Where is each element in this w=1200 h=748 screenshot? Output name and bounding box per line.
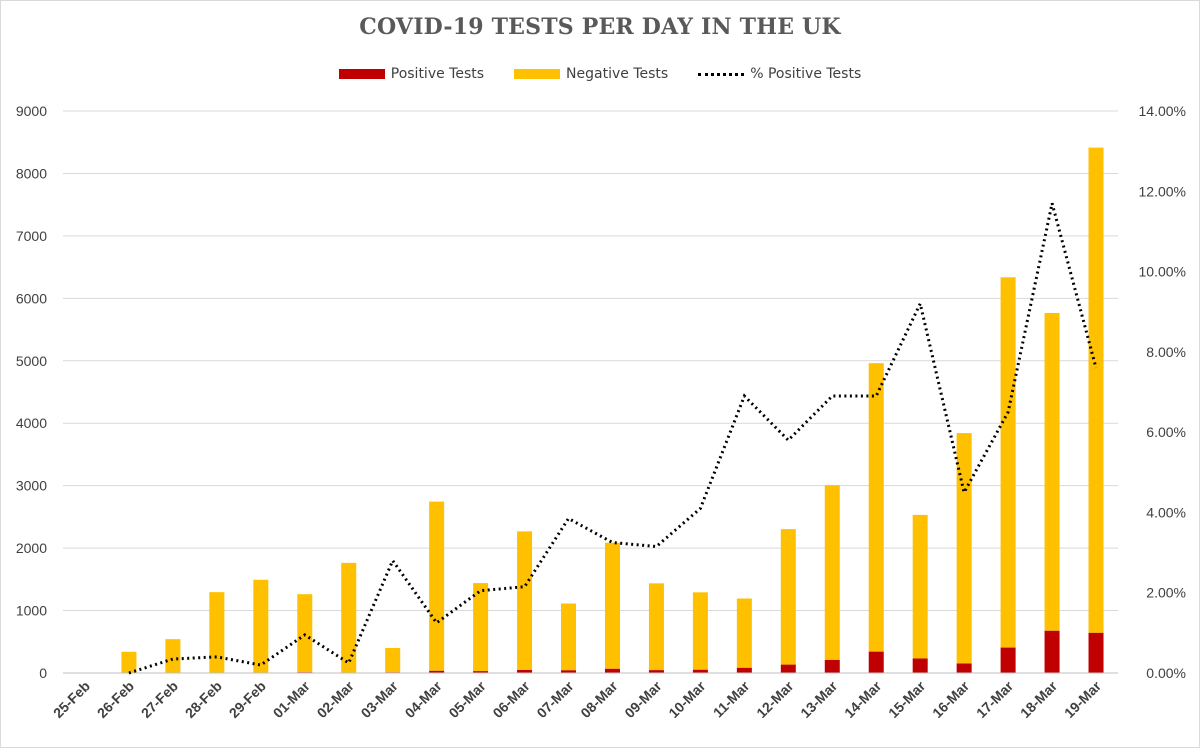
- y2-tick-label: 0.00%: [1146, 665, 1186, 681]
- legend-item-percent: % Positive Tests: [698, 66, 861, 82]
- bar-positive: [736, 667, 752, 673]
- bar-positive: [824, 660, 840, 673]
- bar-negative: [780, 529, 796, 665]
- legend-swatch-positive: [338, 69, 385, 79]
- bar-negative: [385, 647, 401, 673]
- legend-label-negative: Negative Tests: [566, 66, 669, 82]
- x-tick-label: 28-Feb: [182, 678, 225, 721]
- x-tick-label: 12-Mar: [753, 677, 797, 721]
- bar-negative: [209, 592, 225, 673]
- bar-negative: [912, 514, 928, 659]
- x-tick-label: 18-Mar: [1017, 677, 1061, 721]
- bar-positive: [473, 671, 489, 673]
- bar-negative: [253, 579, 269, 673]
- y2-tick-label: 14.00%: [1139, 103, 1186, 119]
- bar-negative: [1000, 277, 1016, 648]
- x-tick-label: 11-Mar: [710, 677, 753, 720]
- x-tick-label: 10-Mar: [665, 677, 709, 721]
- y2-tick-label: 8.00%: [1146, 344, 1186, 360]
- y2-tick-label: 10.00%: [1139, 264, 1186, 280]
- bar-negative: [956, 433, 972, 664]
- x-tick-label: 09-Mar: [621, 677, 665, 721]
- bar-positive: [868, 651, 884, 673]
- bar-negative: [1088, 147, 1104, 633]
- x-tick-label: 03-Mar: [358, 677, 402, 721]
- y-tick-label: 2000: [16, 540, 47, 556]
- bar-negative: [604, 542, 620, 669]
- y-tick-label: 5000: [16, 353, 47, 369]
- bar-negative: [517, 531, 533, 671]
- y-tick-label: 8000: [16, 165, 47, 181]
- bar-positive: [956, 663, 972, 673]
- x-tick-label: 08-Mar: [577, 677, 621, 721]
- x-tick-label: 13-Mar: [797, 677, 841, 721]
- x-tick-label: 02-Mar: [314, 677, 358, 721]
- bar-negative: [1044, 312, 1060, 631]
- bar-negative: [824, 485, 840, 661]
- y-tick-label: 6000: [16, 290, 47, 306]
- y-tick-label: 4000: [16, 415, 47, 431]
- x-tick-label: 01-Mar: [270, 677, 314, 721]
- bar-negative: [341, 562, 357, 673]
- bar-negative: [868, 363, 884, 652]
- legend-item-negative: Negative Tests: [514, 66, 668, 82]
- legend-label-positive: Positive Tests: [390, 66, 485, 82]
- bar-positive: [561, 670, 577, 673]
- bar-positive: [692, 669, 708, 673]
- chart-title: COVID-19 TESTS PER DAY IN THE UK: [359, 14, 841, 40]
- x-tick-label: 06-Mar: [489, 677, 533, 721]
- y-tick-label: 3000: [16, 478, 47, 494]
- bar-positive: [912, 658, 928, 673]
- y-tick-label: 0: [39, 665, 47, 681]
- x-tick-label: 19-Mar: [1061, 677, 1105, 721]
- legend-swatch-negative: [514, 69, 561, 79]
- bar-negative: [473, 583, 489, 672]
- y2-tick-label: 6.00%: [1146, 424, 1186, 440]
- bar-positive: [1000, 647, 1016, 673]
- x-tick-label: 07-Mar: [533, 677, 577, 721]
- x-tick-label: 25-Feb: [50, 678, 93, 721]
- bar-positive: [604, 668, 620, 673]
- y-tick-label: 1000: [16, 603, 47, 619]
- bar-negative: [692, 592, 708, 670]
- x-tick-label: 04-Mar: [402, 677, 446, 721]
- bar-positive: [1088, 632, 1104, 673]
- bar-negative: [561, 603, 577, 671]
- bar-positive: [1044, 630, 1060, 673]
- bar-negative: [736, 598, 752, 668]
- y-tick-label: 7000: [16, 228, 47, 244]
- bar-negative: [121, 651, 137, 673]
- y2-tick-label: 2.00%: [1146, 585, 1186, 601]
- bar-negative: [165, 639, 181, 673]
- y-tick-label: 9000: [16, 103, 47, 119]
- bar-positive: [780, 664, 796, 673]
- legend-item-positive: Positive Tests: [338, 66, 485, 82]
- legend-label-percent: % Positive Tests: [750, 66, 862, 82]
- x-tick-label: 17-Mar: [973, 677, 1017, 721]
- percent-positive-line: [128, 202, 1098, 675]
- x-tick-label: 05-Mar: [445, 677, 489, 721]
- x-tick-label: 14-Mar: [841, 677, 885, 721]
- x-tick-label: 15-Mar: [885, 677, 929, 721]
- legend: Positive Tests Negative Tests % Positive…: [0, 66, 1200, 82]
- y2-tick-label: 12.00%: [1139, 183, 1186, 199]
- x-tick-label: 27-Feb: [138, 678, 181, 721]
- bar-negative: [648, 583, 664, 671]
- x-tick-label: 16-Mar: [929, 677, 973, 721]
- legend-swatch-percent: [698, 72, 745, 76]
- bar-negative: [429, 501, 445, 671]
- bar-positive: [429, 670, 445, 673]
- x-tick-label: 26-Feb: [94, 678, 137, 721]
- x-tick-label: 29-Feb: [226, 678, 269, 721]
- bar-positive: [648, 670, 664, 673]
- bar-positive: [517, 670, 533, 673]
- y2-tick-label: 4.00%: [1146, 504, 1186, 520]
